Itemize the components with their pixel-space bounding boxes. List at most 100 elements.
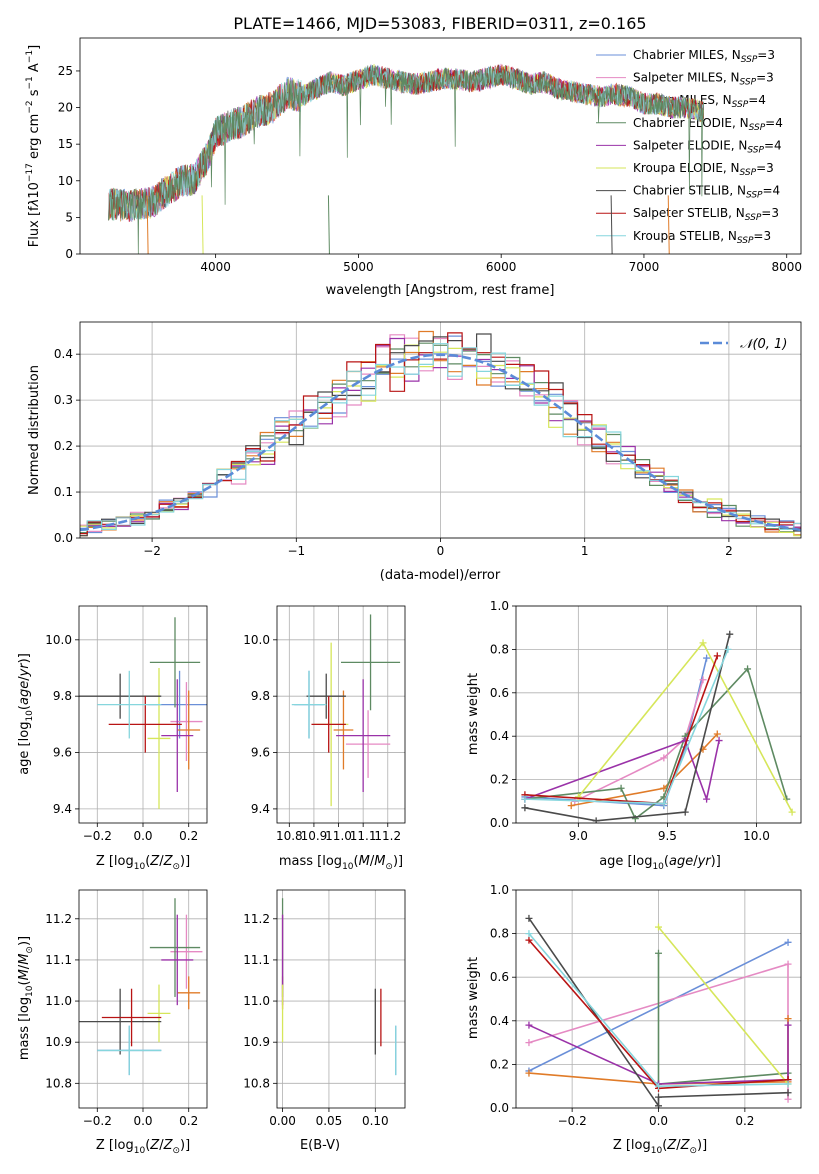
weight-vs-age-marker — [567, 802, 575, 810]
spectrum-plot-ytick-label: 0 — [65, 247, 73, 261]
spectrum-plot-content — [108, 63, 704, 254]
weight-vs-age-marker — [574, 793, 582, 801]
mass-vs-metallicity-grid — [79, 890, 207, 1108]
residual-histogram — [80, 332, 801, 535]
spectrum-mask-drop — [201, 195, 204, 254]
weight-vs-metallicity-content — [525, 914, 792, 1108]
panel8-xlabel: Z [log10(Z/Z⊙)] — [613, 1138, 707, 1156]
weight-vs-metallicity-ytick-label: 0.0 — [490, 1101, 509, 1115]
legend-label: Salpeter STELIB, NSSP=3 — [633, 206, 779, 223]
weight-vs-age-marker — [703, 795, 711, 803]
weight-vs-age-marker — [713, 652, 721, 660]
weight-vs-metallicity-marker — [784, 1095, 792, 1103]
age-vs-mass-xtick-label: 10.8 — [276, 829, 303, 843]
plot-layer: 4000 5000 6000 7000 8000 0 5 10 15 20 25 −2 −1 0 1 2 0.0… — [45, 37, 802, 1128]
weight-vs-age-xtick-label: 9.0 — [569, 829, 588, 843]
weight-vs-age-xtick-label: 10.0 — [743, 829, 770, 843]
age-vs-metallicity-ytick-label: 10.0 — [45, 633, 72, 647]
spectrum-mask-drop — [327, 195, 330, 254]
weight-vs-metallicity-marker — [784, 1021, 792, 1029]
weight-vs-age-ytick-label: 0.4 — [490, 729, 509, 743]
weight-vs-age-frame — [515, 605, 802, 824]
weight-vs-metallicity-ytick-label: 0.2 — [490, 1057, 509, 1071]
panel5-xlabel: age [log10(age/yr)] — [599, 854, 721, 872]
residual-plot-xtick-label: 2 — [725, 544, 733, 558]
weight-vs-age-ytick-label: 1.0 — [490, 599, 509, 613]
weight-vs-metallicity-marker — [525, 914, 533, 922]
weight-vs-age-ytick-label: 0.8 — [490, 642, 509, 656]
age-vs-metallicity-ytick-label: 9.4 — [53, 802, 72, 816]
weight-vs-age-marker — [744, 665, 752, 673]
residual-histogram — [80, 334, 801, 533]
age-vs-metallicity-ytick-label: 9.8 — [53, 689, 72, 703]
mass-vs-metallicity-ytick-label: 11.1 — [45, 953, 72, 967]
age-vs-mass-xtick-label: 11.1 — [350, 829, 377, 843]
weight-vs-metallicity-marker — [525, 930, 533, 938]
weight-vs-age-marker — [699, 639, 707, 647]
age-vs-metallicity-ytick-label: 9.6 — [53, 746, 72, 760]
weight-vs-metallicity-marker — [655, 923, 662, 931]
spectrum-plot-ytick-label: 10 — [58, 174, 73, 188]
weight-vs-metallicity-marker — [655, 1102, 662, 1108]
panel7-xlabel: E(B-V) — [300, 1138, 340, 1153]
spectrum-ylabel: Flux [fλ10−17 erg cm−2 s−1 A−1] — [25, 45, 42, 247]
mass-vs-metallicity-ytick-label: 10.8 — [45, 1076, 72, 1090]
residual-ylabel: Normed distribution — [27, 365, 42, 495]
weight-vs-metallicity-marker — [784, 938, 792, 946]
spectrum-plot-ytick-label: 25 — [58, 64, 73, 78]
spectrum-plot-xtick-label: 7000 — [629, 260, 660, 274]
weight-vs-age-ytick-label: 0.0 — [490, 816, 509, 830]
mass-vs-extinction-ytick-label: 11.0 — [243, 994, 270, 1008]
mass-vs-metallicity-xtick-label: −0.2 — [83, 1114, 112, 1128]
legend-label: Kroupa ELODIE, NSSP=3 — [633, 161, 774, 178]
age-vs-mass-frame — [276, 605, 406, 824]
legend-label: Chabrier MILES, NSSP=3 — [633, 48, 775, 65]
panel6-ylabel: mass [log10(M/M⊙)] — [17, 936, 35, 1060]
residual-plot: −2 −1 0 1 2 0.0 0.1 0.2 0.3 0.4 — [54, 321, 802, 558]
weight-vs-metallicity-ytick-label: 0.4 — [490, 1014, 509, 1028]
mass-vs-metallicity-ytick-label: 11.0 — [45, 994, 72, 1008]
residual-plot-ytick-label: 0.3 — [54, 393, 73, 407]
mass-vs-extinction-xtick-label: 0.10 — [362, 1114, 389, 1128]
residual-histogram — [80, 343, 801, 532]
residual-histogram — [80, 344, 801, 537]
residual-plot-frame — [79, 321, 802, 539]
legend-label: Salpeter MILES, NSSP=3 — [633, 71, 774, 88]
weight-vs-age-ytick-label: 0.2 — [490, 773, 509, 787]
panel8-ylabel: mass weight — [466, 957, 481, 1039]
spectrum-plot-xtick-label: 6000 — [486, 260, 517, 274]
chart-title: PLATE=1466, MJD=53083, FIBERID=0311, z=0… — [233, 14, 646, 33]
spectrum-mask-drop — [146, 195, 149, 254]
weight-vs-metallicity-series — [528, 1024, 789, 1085]
weight-vs-age-marker — [521, 804, 529, 812]
age-vs-mass-content — [291, 614, 401, 807]
residual-plot-ytick-label: 0.4 — [54, 347, 73, 361]
mass-vs-extinction-ytick-label: 10.9 — [243, 1035, 270, 1049]
weight-vs-metallicity-marker — [784, 1089, 792, 1097]
spectrum-mask-drop — [667, 195, 670, 254]
weight-vs-metallicity-xtick-label: −0.2 — [558, 1114, 587, 1128]
weight-vs-age: 9.0 9.5 10.0 0.0 0.2 0.4 0.6 0.8 1.0 — [490, 599, 802, 843]
age-vs-mass-ytick-label: 9.6 — [251, 746, 270, 760]
mass-vs-metallicity-xtick-label: 0.2 — [179, 1114, 198, 1128]
weight-vs-age-marker — [660, 754, 668, 762]
age-vs-metallicity-xtick-label: 0.2 — [179, 829, 198, 843]
weight-vs-age-ytick-label: 0.6 — [490, 686, 509, 700]
mass-vs-extinction-ytick-label: 11.1 — [243, 953, 270, 967]
weight-vs-metallicity-marker — [784, 1015, 792, 1023]
weight-vs-metallicity-marker — [525, 1069, 533, 1077]
weight-vs-metallicity-marker — [525, 1039, 533, 1047]
spectrum-plot-xtick-label: 5000 — [343, 260, 374, 274]
age-vs-mass-ytick-label: 9.8 — [251, 689, 270, 703]
age-vs-mass: 10.810.911.011.111.2 9.4 9.6 9.8 10.0 — [243, 605, 406, 843]
weight-vs-metallicity-ytick-label: 0.8 — [490, 927, 509, 941]
spectrum-plot-xtick-label: 4000 — [200, 260, 231, 274]
residual-xlabel: (data-model)/error — [380, 568, 501, 583]
residual-histogram — [80, 342, 801, 534]
age-vs-metallicity-xtick-label: −0.2 — [83, 829, 112, 843]
weight-vs-metallicity-series — [528, 917, 789, 1108]
mass-vs-extinction-xtick-label: 0.05 — [316, 1114, 343, 1128]
mass-vs-extinction-content — [281, 898, 397, 1076]
weight-vs-metallicity-marker — [525, 1021, 533, 1029]
